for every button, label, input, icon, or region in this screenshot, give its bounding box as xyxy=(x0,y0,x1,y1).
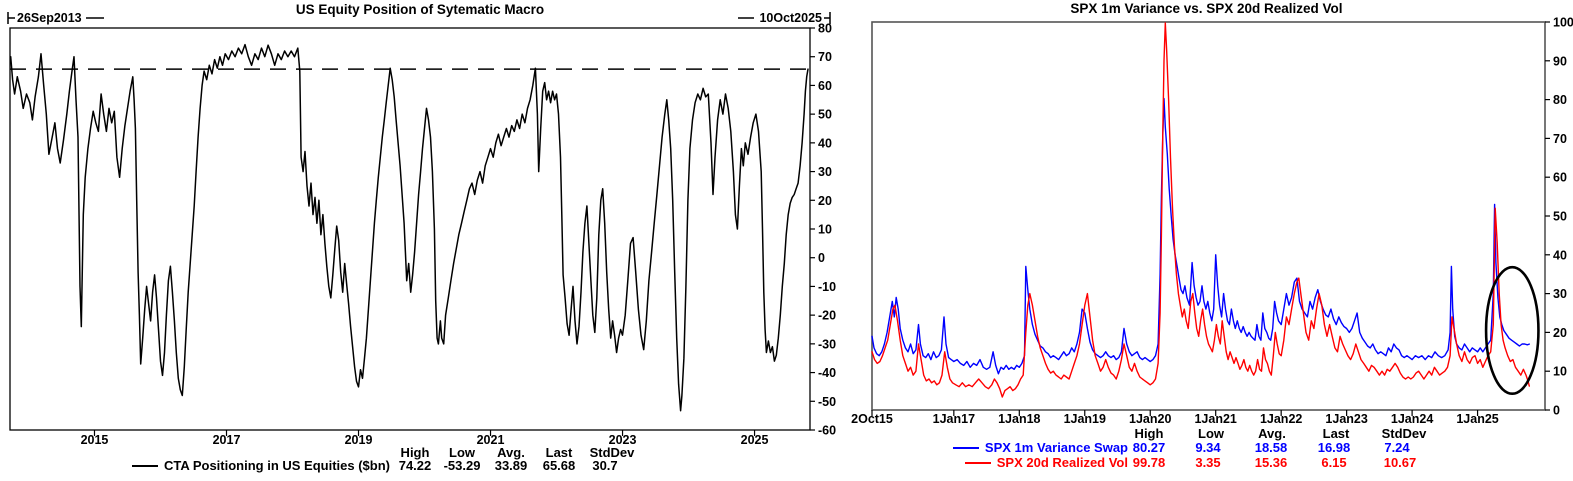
y-tick-label: 50 xyxy=(1553,210,1567,224)
spx-stat-header-avg: Avg. xyxy=(1258,426,1286,441)
y-tick-label: -40 xyxy=(818,366,836,380)
y-tick-label: 30 xyxy=(818,165,832,179)
x-tick-label: 1Jan20 xyxy=(1129,412,1171,426)
y-tick-label: -20 xyxy=(818,309,836,323)
y-tick-label: -30 xyxy=(818,337,836,351)
y-tick-label: 80 xyxy=(818,22,832,36)
y-tick-label: 10 xyxy=(818,223,832,237)
x-tick-label: 1Jan19 xyxy=(1064,412,1106,426)
x-tick-label: 2017 xyxy=(213,433,241,447)
cta-line-swatch xyxy=(131,465,158,467)
cta-stat-low: -53.29 xyxy=(443,458,481,473)
cta-stat-header-high: High xyxy=(400,445,430,460)
spx-vol-chart-panel: 100 90 80 70 60 50 40 30 20 10 0 2Oct15 1Jan17 1Jan18… xyxy=(840,0,1573,481)
cta-stat-header-stddev: StdDev xyxy=(589,445,635,460)
y-tick-label: 20 xyxy=(818,194,832,208)
range-end-label: 10Oct2025 xyxy=(759,11,822,25)
cta-stat-header-low: Low xyxy=(449,445,475,460)
y-tick-label: 60 xyxy=(1553,171,1567,185)
x-tick-label: 2025 xyxy=(741,433,769,447)
spx-stat-header-high: High xyxy=(1134,426,1164,441)
y-tick-label: 10 xyxy=(1553,365,1567,379)
x-tick-label: 1Jan18 xyxy=(998,412,1040,426)
realized-vol-avg: 15.36 xyxy=(1254,455,1288,470)
variance-swap-avg: 18.58 xyxy=(1254,440,1288,455)
variance-swap-last: 16.98 xyxy=(1317,440,1351,455)
y-tick-label: 100 xyxy=(1553,16,1573,30)
variance-swap-series-label: SPX 1m Variance Swap xyxy=(984,440,1128,455)
y-tick-label: -50 xyxy=(818,395,836,409)
y-tick-label: 40 xyxy=(1553,248,1567,262)
x-tick-label: 1Jan24 xyxy=(1391,412,1433,426)
realized-vol-high: 99.78 xyxy=(1132,455,1166,470)
y-tick-label: 70 xyxy=(818,50,832,64)
y-tick-label: 80 xyxy=(1553,93,1567,107)
x-tick-label: 2015 xyxy=(81,433,109,447)
variance-swap-high: 80.27 xyxy=(1132,440,1166,455)
cta-stat-avg: 33.89 xyxy=(494,458,528,473)
spx-stat-header-last: Last xyxy=(1322,426,1350,441)
x-tick-label: 1Jan23 xyxy=(1325,412,1367,426)
left-chart-title: US Equity Position of Sytematic Macro xyxy=(295,2,545,17)
y-tick-label: 50 xyxy=(818,108,832,122)
realized-vol-low: 3.35 xyxy=(1195,455,1221,470)
realized-vol-line-swatch xyxy=(964,462,991,464)
cta-series-label-row: CTA Positioning in US Equities ($bn) xyxy=(131,458,390,473)
y-tick-label: 40 xyxy=(818,136,832,150)
y-tick-label: -10 xyxy=(818,280,836,294)
cta-stat-high: 74.22 xyxy=(398,458,432,473)
y-tick-label: -60 xyxy=(818,424,836,438)
variance-swap-stddev: 7.24 xyxy=(1384,440,1410,455)
y-tick-label: 90 xyxy=(1553,54,1567,68)
series-line-1 xyxy=(871,22,1530,398)
y-tick-label: 30 xyxy=(1553,287,1567,301)
x-tick-label: 2Oct15 xyxy=(851,412,893,426)
spx-stat-header-stddev: StdDev xyxy=(1381,426,1427,441)
y-tick-label: 20 xyxy=(1553,326,1567,340)
cta-chart-panel: 80 70 60 50 40 30 20 10 0 -10 -20 -30 -40 -50 -60 2015 2… xyxy=(7,2,836,473)
spx-stat-header-low: Low xyxy=(1198,426,1224,441)
highlight-ellipse-annotation xyxy=(1484,265,1540,396)
realized-vol-series-label: SPX 20d Realized Vol xyxy=(996,455,1128,470)
x-tick-label: 1Jan25 xyxy=(1456,412,1498,426)
variance-swap-low: 9.34 xyxy=(1195,440,1221,455)
cta-stat-last: 65.68 xyxy=(542,458,576,473)
y-tick-label: 60 xyxy=(818,79,832,93)
variance-swap-line-swatch xyxy=(952,447,979,449)
realized-vol-last: 6.15 xyxy=(1321,455,1347,470)
cta-chart-plot: 80 70 60 50 40 30 20 10 0 -10 -20 -30 -40 -50 -60 2015 2… xyxy=(7,11,836,447)
cta-stat-header-last: Last xyxy=(545,445,573,460)
x-tick-label: 1Jan21 xyxy=(1194,412,1236,426)
x-tick-label: 2023 xyxy=(609,433,637,447)
cta-series-label: CTA Positioning in US Equities ($bn) xyxy=(163,458,390,473)
range-start-label: 26Sep2013 xyxy=(17,11,82,25)
x-tick-label: 1Jan17 xyxy=(933,412,975,426)
y-tick-label: 0 xyxy=(818,251,825,265)
y-tick-label: 0 xyxy=(1553,404,1560,418)
x-tick-label: 2019 xyxy=(345,433,373,447)
series-line-0 xyxy=(871,97,1530,375)
series-line-0 xyxy=(9,43,809,412)
x-tick-label: 1Jan22 xyxy=(1260,412,1302,426)
realized-vol-stddev: 10.67 xyxy=(1383,455,1417,470)
cta-stat-stddev: 30.7 xyxy=(592,458,618,473)
plot-border xyxy=(871,21,1546,411)
realized-vol-label-row: SPX 20d Realized Vol xyxy=(964,455,1128,470)
right-chart-title: SPX 1m Variance vs. SPX 20d Realized Vol xyxy=(1070,1,1343,16)
y-tick-label: 70 xyxy=(1553,132,1567,146)
variance-swap-label-row: SPX 1m Variance Swap xyxy=(952,440,1128,455)
x-tick-label: 2021 xyxy=(477,433,505,447)
cta-stat-header-avg: Avg. xyxy=(497,445,525,460)
